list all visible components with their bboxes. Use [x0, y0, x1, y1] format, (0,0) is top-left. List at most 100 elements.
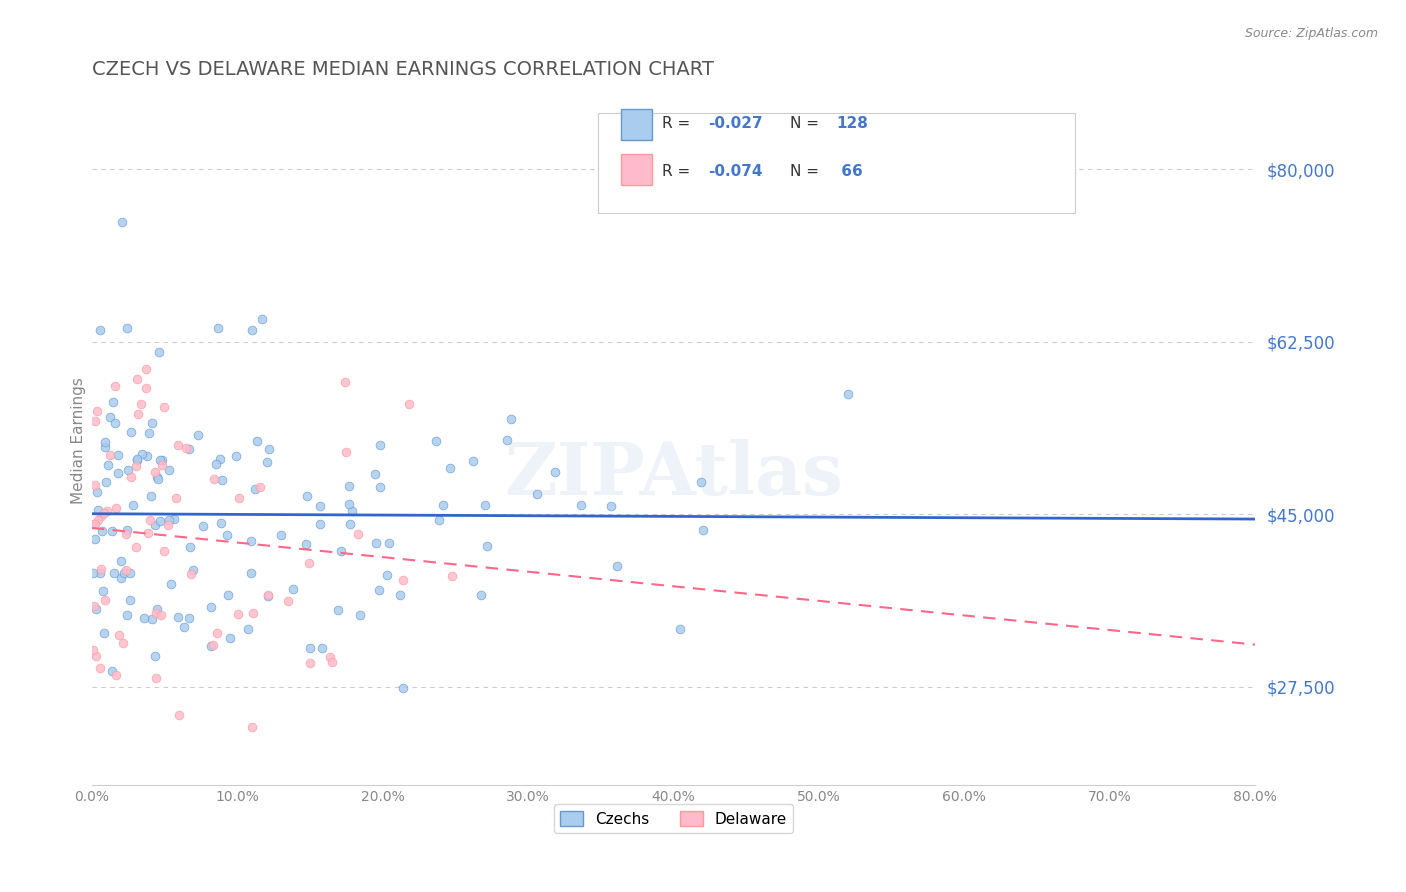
Point — [120, 425, 142, 439]
Point — [669, 622, 692, 636]
Point — [145, 606, 167, 620]
Point — [93, 625, 115, 640]
Point — [308, 500, 330, 514]
Text: 66: 66 — [837, 164, 863, 178]
Point — [93, 507, 115, 521]
Text: N =: N = — [790, 116, 824, 130]
Point — [337, 497, 360, 511]
Point — [157, 463, 180, 477]
Point — [125, 540, 148, 554]
Point — [131, 447, 153, 461]
Point — [141, 416, 163, 430]
Point — [107, 466, 129, 480]
Point — [111, 215, 134, 229]
Point — [90, 508, 112, 523]
Point — [91, 583, 114, 598]
Point — [84, 478, 107, 492]
Point — [499, 412, 522, 426]
Point — [569, 498, 592, 512]
Point — [82, 566, 104, 581]
Point — [94, 435, 117, 450]
Point — [84, 517, 107, 532]
Point — [209, 516, 232, 531]
Point — [208, 452, 231, 467]
Point — [98, 448, 121, 462]
Point — [299, 656, 322, 670]
Point — [246, 434, 269, 448]
Point — [110, 554, 132, 568]
Point — [339, 517, 361, 532]
Point — [149, 608, 172, 623]
Point — [309, 516, 332, 531]
Point — [86, 484, 108, 499]
Point — [90, 562, 112, 576]
Point — [82, 517, 104, 532]
Point — [295, 537, 318, 551]
Point — [177, 611, 200, 625]
Point — [599, 499, 621, 513]
Point — [118, 593, 141, 607]
Text: 128: 128 — [837, 116, 868, 130]
Point — [93, 593, 115, 607]
Point — [87, 503, 110, 517]
Point — [173, 620, 195, 634]
Point — [135, 380, 157, 394]
Point — [150, 453, 173, 467]
Point — [398, 396, 420, 410]
Point — [84, 601, 107, 615]
Point — [84, 414, 107, 428]
Point — [181, 564, 204, 578]
Point — [83, 599, 105, 614]
Point — [330, 544, 353, 558]
Point — [337, 479, 360, 493]
FancyBboxPatch shape — [621, 109, 652, 140]
Point — [368, 582, 391, 597]
Point — [101, 664, 124, 678]
Point — [218, 631, 240, 645]
Point — [179, 442, 201, 456]
Point — [117, 607, 139, 622]
Point — [141, 612, 163, 626]
Point — [160, 577, 183, 591]
Text: CZECH VS DELAWARE MEDIAN EARNINGS CORRELATION CHART: CZECH VS DELAWARE MEDIAN EARNINGS CORREL… — [91, 60, 714, 78]
Point — [105, 501, 128, 516]
Point — [84, 532, 107, 546]
Point — [250, 311, 273, 326]
Point — [86, 403, 108, 417]
Point — [152, 401, 174, 415]
Point — [107, 448, 129, 462]
Point — [127, 372, 149, 386]
Point — [135, 362, 157, 376]
Point — [125, 458, 148, 473]
Point — [544, 465, 567, 479]
Point — [132, 611, 155, 625]
Legend: Czechs, Delaware: Czechs, Delaware — [554, 805, 793, 832]
Text: Source: ZipAtlas.com: Source: ZipAtlas.com — [1244, 27, 1378, 40]
Point — [256, 588, 278, 602]
Point — [98, 410, 121, 425]
Point — [225, 449, 247, 463]
Point — [107, 628, 129, 642]
Point — [167, 708, 190, 723]
Point — [127, 407, 149, 421]
Point — [295, 489, 318, 503]
Point — [606, 559, 628, 574]
Point — [349, 608, 371, 623]
Point — [112, 636, 135, 650]
Point — [228, 491, 250, 505]
Point — [94, 475, 117, 489]
Point — [103, 395, 125, 409]
Point — [392, 681, 415, 695]
Point — [202, 472, 225, 486]
Text: ZIPAtlas: ZIPAtlas — [503, 439, 842, 510]
Point — [174, 442, 197, 456]
Point — [200, 639, 222, 653]
Point — [388, 588, 411, 602]
Point — [333, 376, 356, 390]
Point — [86, 513, 108, 527]
Point — [163, 511, 186, 525]
Point — [239, 566, 262, 580]
Point — [240, 323, 263, 337]
Point — [179, 540, 201, 554]
Point — [103, 566, 125, 580]
